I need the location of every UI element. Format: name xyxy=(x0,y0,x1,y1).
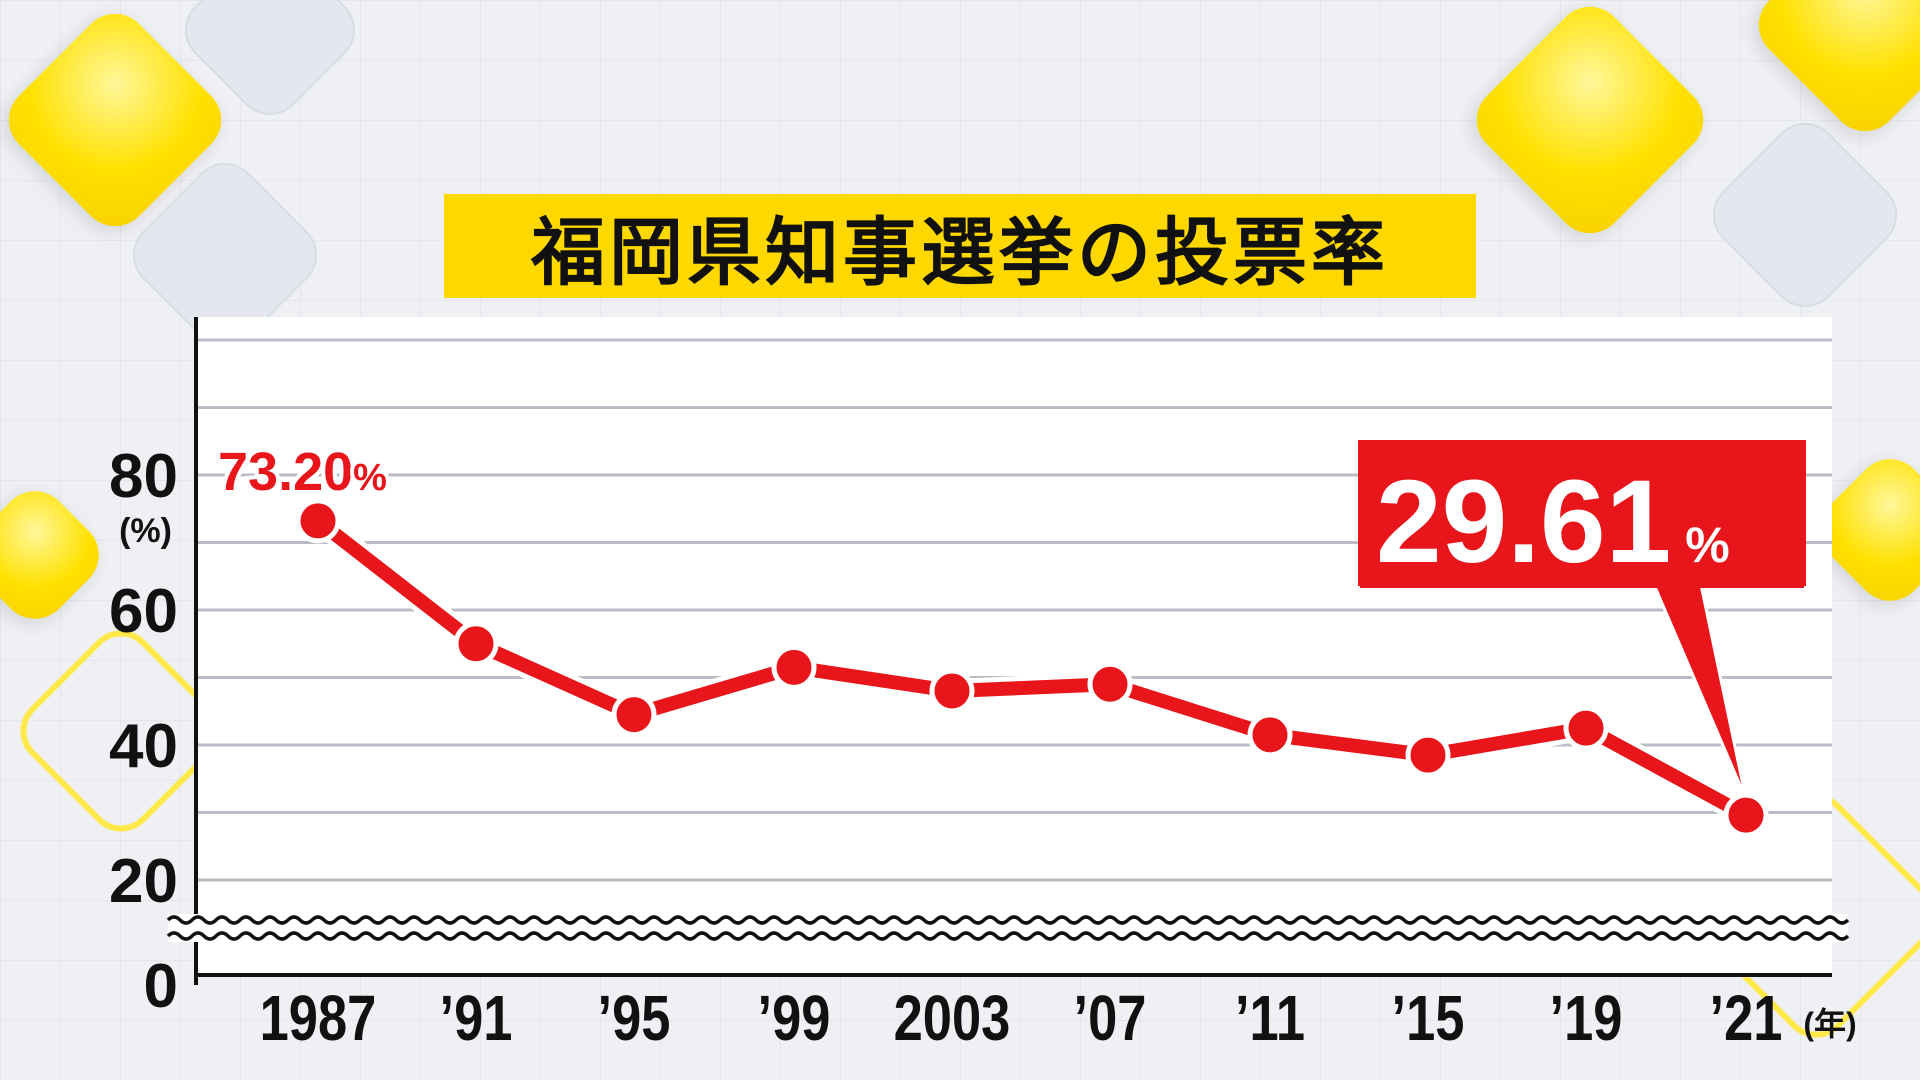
x-tick-label: ’07 xyxy=(1074,983,1147,1054)
callout-box xyxy=(1358,440,1806,586)
x-tick-label: ’19 xyxy=(1550,983,1623,1054)
x-tick-label: 2003 xyxy=(894,983,1011,1054)
data-point xyxy=(929,668,975,714)
chart-title-banner: 福岡県知事選挙の投票率 xyxy=(444,194,1476,298)
x-tick-label: 1987 xyxy=(260,983,377,1054)
data-point xyxy=(1405,732,1451,778)
y-tick-label: 80 xyxy=(109,442,178,511)
first-value-label: 73.20% xyxy=(218,442,387,502)
x-tick-label: ’99 xyxy=(758,983,831,1054)
data-point xyxy=(1087,661,1133,707)
data-point xyxy=(1723,792,1769,838)
callout-box-seam xyxy=(1360,578,1804,588)
x-tick-label: ’91 xyxy=(440,983,513,1054)
y-tick-label: 20 xyxy=(109,847,178,916)
series-line xyxy=(313,515,1750,822)
x-unit-label: (年) xyxy=(1803,1006,1856,1042)
axis-break-wave xyxy=(166,915,1850,925)
data-point xyxy=(611,692,657,738)
last-value-label: 29.61% xyxy=(1376,456,1730,588)
data-point xyxy=(453,621,499,667)
data-point xyxy=(1563,705,1609,751)
x-tick-label: ’21 xyxy=(1710,983,1783,1054)
y-tick-label: 0 xyxy=(144,952,178,1021)
x-tick-label: ’95 xyxy=(598,983,671,1054)
y-tick-label: 40 xyxy=(109,712,178,781)
y-tick-label: 60 xyxy=(109,577,178,646)
x-tick-label: ’11 xyxy=(1235,983,1305,1054)
y-unit-label: (%) xyxy=(119,512,172,550)
x-tick-label: ’15 xyxy=(1392,983,1465,1054)
axis-break-wave xyxy=(166,931,1850,941)
data-point xyxy=(1247,712,1293,758)
data-point xyxy=(295,498,341,544)
data-point xyxy=(771,644,817,690)
chart-title: 福岡県知事選挙の投票率 xyxy=(531,209,1389,296)
